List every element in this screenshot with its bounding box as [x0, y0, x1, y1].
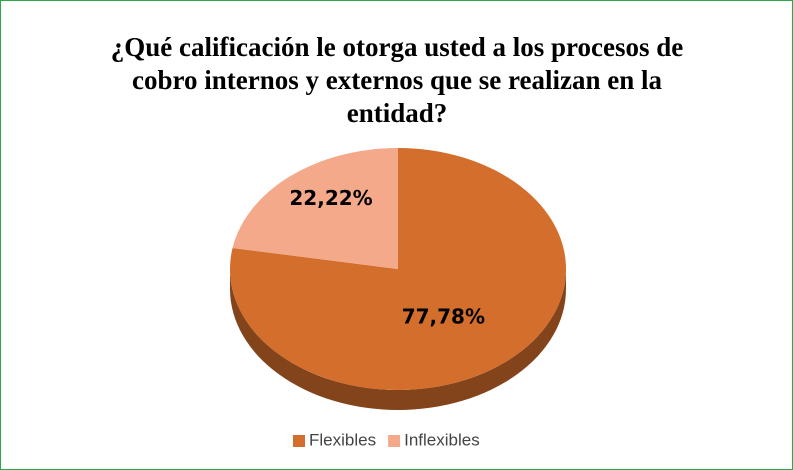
legend-label: Inflexibles — [404, 430, 480, 449]
chart-title: ¿Qué calificación le otorga usted a los … — [110, 32, 684, 128]
data-label: 77,78% — [402, 304, 485, 328]
data-label: 22,22% — [289, 186, 372, 210]
legend-swatch — [293, 435, 305, 447]
pie-side — [230, 269, 566, 410]
pie-slice — [232, 148, 398, 269]
legend-swatch — [388, 435, 401, 447]
legend-label: Flexibles — [309, 430, 376, 449]
